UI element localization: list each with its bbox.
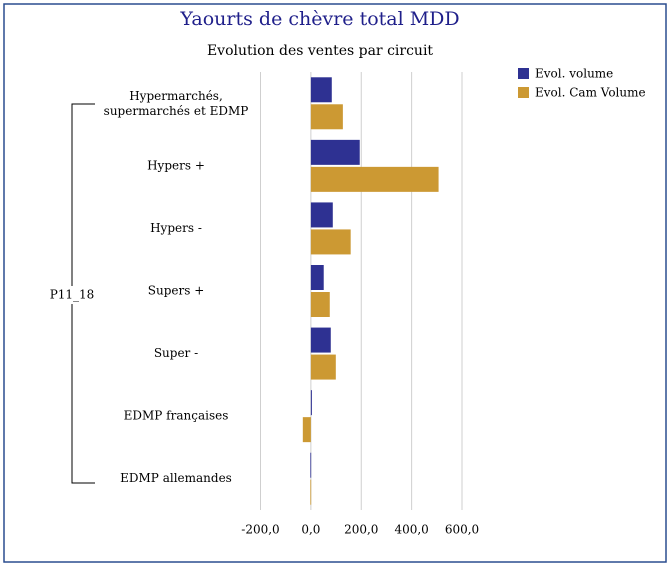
legend-swatch — [518, 68, 529, 79]
x-tick-label: 600,0 — [445, 523, 479, 537]
bar — [302, 417, 311, 443]
y-tick-label: Hypers + — [147, 158, 205, 172]
x-tick-label: 0,0 — [301, 523, 320, 537]
x-tick-label: -200,0 — [241, 523, 279, 537]
y-tick-label: Super - — [154, 346, 198, 360]
y-tick-label: EDMP allemandes — [120, 471, 232, 485]
bar — [310, 354, 336, 380]
legend-swatch — [518, 87, 529, 98]
chart-subtitle: Evolution des ventes par circuit — [207, 43, 433, 59]
y-tick-label: Hypermarchés, supermarchés et EDMP — [104, 88, 249, 117]
bar — [310, 229, 351, 255]
bar — [310, 479, 312, 505]
bar — [310, 202, 333, 228]
legend-label: Evol. volume — [535, 67, 613, 81]
legend-label: Evol. Cam Volume — [535, 86, 646, 100]
x-tick-label: 200,0 — [344, 523, 378, 537]
y-tick-label: EDMP françaises — [124, 409, 229, 423]
group-label: P11_18 — [50, 288, 95, 302]
bar — [310, 390, 312, 416]
bar — [310, 452, 312, 478]
y-tick-label: Hypers - — [150, 221, 202, 235]
bar — [310, 139, 360, 165]
y-tick-label: Supers + — [148, 284, 205, 298]
bar — [310, 77, 332, 103]
frame — [3, 3, 667, 563]
bar — [310, 265, 324, 290]
chart-title: Yaourts de chèvre total MDD — [179, 8, 459, 30]
x-tick-label: 400,0 — [394, 523, 428, 537]
bar — [310, 166, 439, 192]
group-label-bg — [44, 286, 102, 304]
bar — [310, 327, 331, 353]
bar — [310, 292, 330, 317]
bar — [310, 104, 343, 130]
